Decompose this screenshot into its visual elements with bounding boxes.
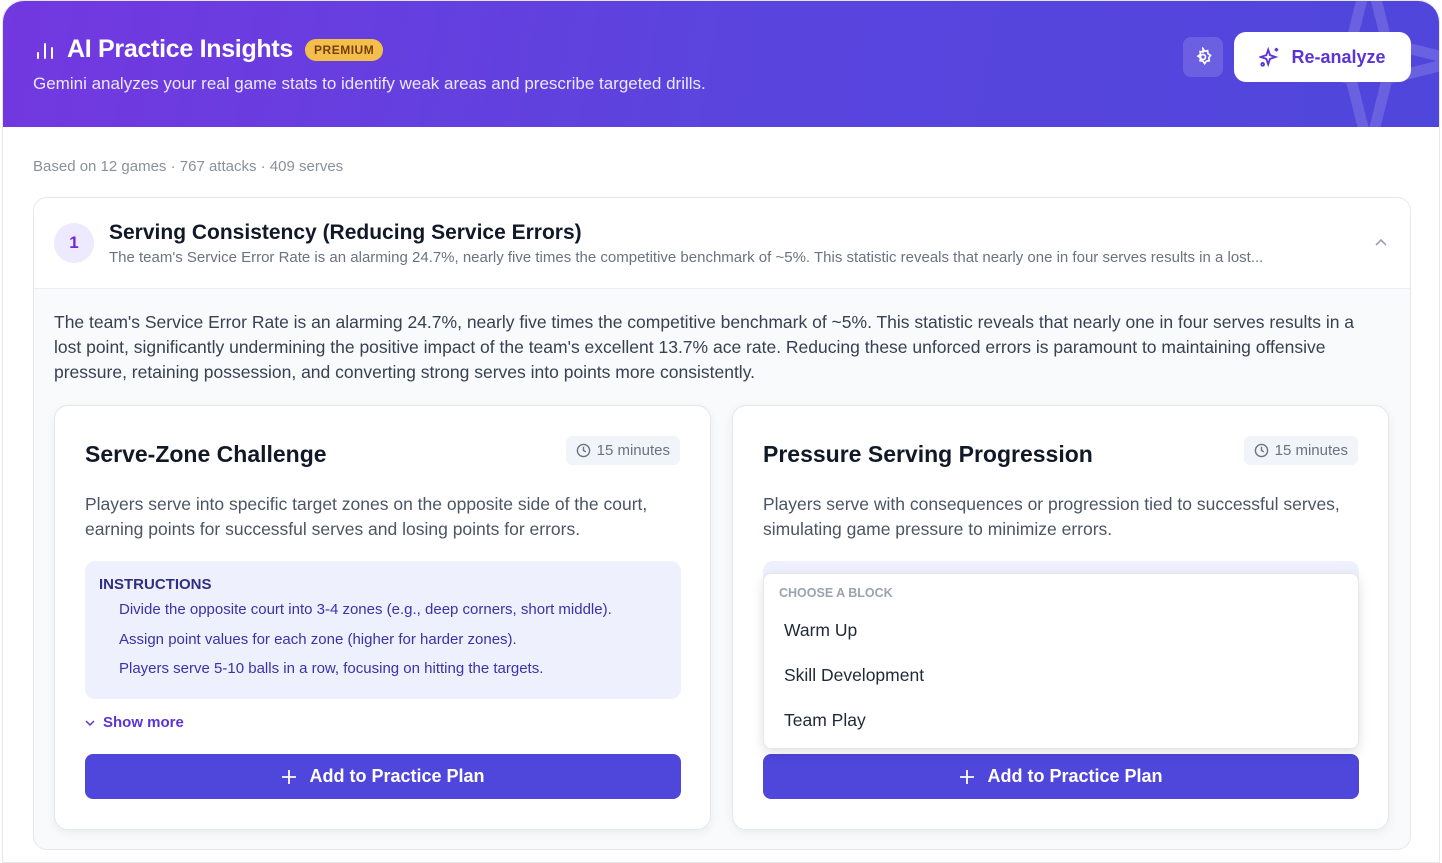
menu-item-team-play[interactable]: Team Play xyxy=(784,710,866,730)
insight-summary: The team's Service Error Rate is an alar… xyxy=(109,249,1264,266)
drill-title: Serve-Zone Challenge xyxy=(85,441,327,467)
instruction-step: Divide the opposite court into 3-4 zones… xyxy=(119,601,612,618)
clock-icon xyxy=(1254,443,1268,458)
header: AI Practice Insights PREMIUM Gemini anal… xyxy=(3,1,1439,127)
show-more-button[interactable]: Show more xyxy=(85,714,184,731)
instructions-label: INSTRUCTIONS xyxy=(99,576,212,593)
insight-title: Serving Consistency (Reducing Service Er… xyxy=(109,221,582,244)
block-dropdown-menu: CHOOSE A BLOCK Warm Up Skill Development… xyxy=(763,573,1359,749)
drill-card: Serve-Zone Challenge 15 minutes Players … xyxy=(54,405,711,830)
settings-button[interactable] xyxy=(1183,37,1223,77)
add-label: Add to Practice Plan xyxy=(987,766,1163,786)
menu-label: CHOOSE A BLOCK xyxy=(779,586,893,600)
duration-badge: 15 minutes xyxy=(1243,436,1358,465)
drill-card: Pressure Serving Progression 15 minutes … xyxy=(732,405,1389,830)
instruction-step: Players serve 5-10 balls in a row, focus… xyxy=(119,660,544,677)
page-title: AI Practice Insights xyxy=(67,35,294,63)
menu-item-skill-development[interactable]: Skill Development xyxy=(784,665,925,685)
page-subtitle: Gemini analyzes your real game stats to … xyxy=(33,74,706,93)
show-more-label: Show more xyxy=(103,714,184,731)
duration-text: 15 minutes xyxy=(596,442,670,459)
menu-item-warm-up[interactable]: Warm Up xyxy=(784,620,858,640)
instructions-box: INSTRUCTIONS Divide the opposite court i… xyxy=(85,561,681,699)
gear-icon xyxy=(1196,47,1212,66)
insight-description: The team's Service Error Rate is an alar… xyxy=(54,312,1355,382)
reanalyze-button[interactable]: Re-analyze xyxy=(1234,32,1411,82)
stats-summary: Based on 12 games · 767 attacks · 409 se… xyxy=(33,158,344,175)
plus-icon xyxy=(960,769,975,784)
chevron-down-icon xyxy=(85,719,95,726)
drill-description: Players serve with consequences or progr… xyxy=(763,494,1340,539)
clock-icon xyxy=(576,443,590,458)
bar-chart-icon xyxy=(37,42,53,59)
insight-card: 1 Serving Consistency (Reducing Service … xyxy=(33,197,1411,850)
premium-badge: PREMIUM xyxy=(305,38,384,61)
chevron-up-icon[interactable] xyxy=(1374,236,1388,250)
insight-number: 1 xyxy=(54,223,94,263)
drill-description: Players serve into specific target zones… xyxy=(85,494,648,539)
reanalyze-label: Re-analyze xyxy=(1291,46,1386,67)
duration-badge: 15 minutes xyxy=(565,436,680,465)
drill-title: Pressure Serving Progression xyxy=(763,441,1093,467)
duration-text: 15 minutes xyxy=(1274,442,1348,459)
insight-header[interactable]: 1 Serving Consistency (Reducing Service … xyxy=(34,198,1410,289)
add-to-plan-button[interactable]: Add to Practice Plan xyxy=(763,754,1359,799)
plus-icon xyxy=(282,769,297,784)
add-label: Add to Practice Plan xyxy=(309,766,485,786)
sparkles-icon xyxy=(1259,46,1279,68)
instruction-step: Assign point values for each zone (highe… xyxy=(119,630,517,648)
add-to-plan-button[interactable]: Add to Practice Plan xyxy=(85,754,681,799)
